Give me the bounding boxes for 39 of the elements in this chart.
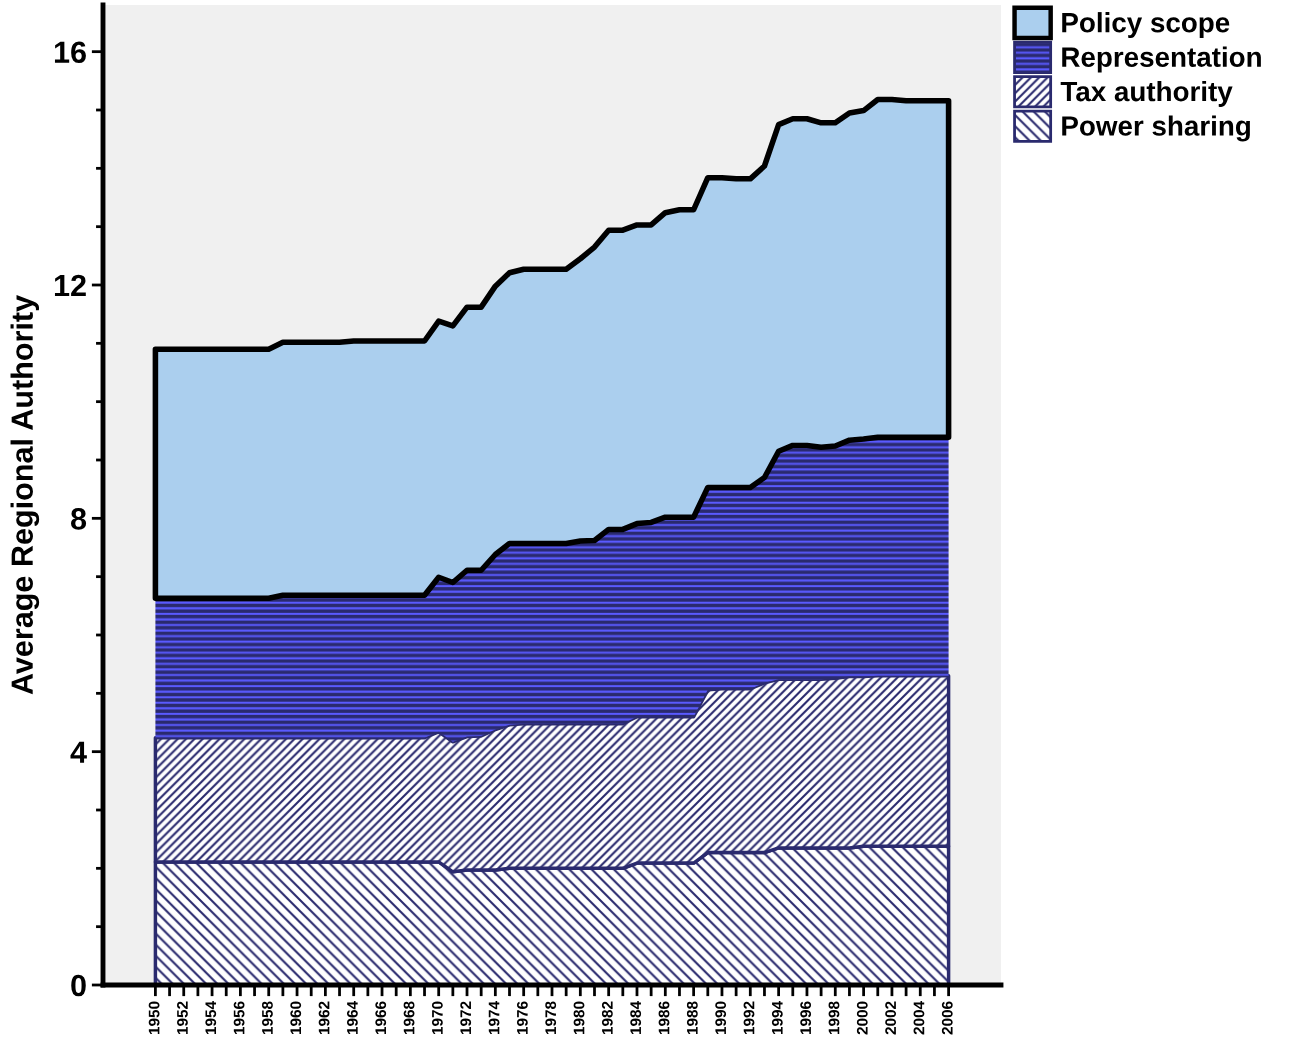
y-tick-label: 16 — [54, 41, 86, 64]
x-tick-label: 1986 — [658, 1001, 670, 1034]
x-tick-label: 1970 — [431, 1001, 443, 1034]
legend-label: Power sharing — [1062, 115, 1250, 142]
x-tick-label: 1956 — [233, 1001, 245, 1034]
x-tick-label: 1980 — [573, 1001, 585, 1034]
x-tick-label: 1982 — [601, 1001, 613, 1034]
x-tick-label: 1974 — [488, 1001, 500, 1034]
x-tick-label: 2004 — [913, 1001, 925, 1035]
x-tick-label: 1954 — [205, 1001, 217, 1034]
x-tick-label: 1990 — [715, 1001, 727, 1034]
x-tick-label: 2002 — [885, 1001, 897, 1035]
x-tick-label: 1972 — [460, 1001, 472, 1034]
x-tick-label: 1978 — [545, 1001, 557, 1034]
y-axis-title: Average Regional Authority — [10, 295, 40, 695]
legend-label: Policy scope — [1062, 12, 1230, 38]
x-tick-label: 1976 — [516, 1001, 528, 1034]
legend-label: Tax authority — [1060, 80, 1233, 107]
x-tick-label: 1984 — [630, 1001, 642, 1034]
y-tick-label: 0 — [71, 974, 86, 997]
x-tick-label: 1962 — [318, 1001, 330, 1034]
x-tick-label: 1996 — [800, 1001, 812, 1034]
x-tick-label: 2006 — [941, 1001, 953, 1035]
x-tick-label: 1966 — [375, 1001, 387, 1034]
x-tick-label: 1952 — [177, 1001, 188, 1034]
legend-label: Representation — [1062, 46, 1261, 73]
y-tick-label: 8 — [71, 508, 87, 530]
x-tick-label: 1950 — [148, 1001, 160, 1034]
x-tick-label: 1960 — [290, 1001, 302, 1034]
x-tick-label: 1998 — [828, 1001, 840, 1034]
y-tick-label: 12 — [54, 274, 86, 297]
x-tick-label: 1994 — [771, 1001, 783, 1034]
x-tick-label: 1958 — [262, 1001, 273, 1034]
x-tick-label: 1968 — [403, 1001, 415, 1034]
y-tick-label: 4 — [70, 741, 87, 763]
x-tick-label: 2000 — [856, 1001, 868, 1035]
x-tick-label: 1992 — [743, 1001, 755, 1034]
x-tick-label: 1964 — [346, 1001, 358, 1034]
x-tick-label: 1988 — [686, 1001, 698, 1034]
